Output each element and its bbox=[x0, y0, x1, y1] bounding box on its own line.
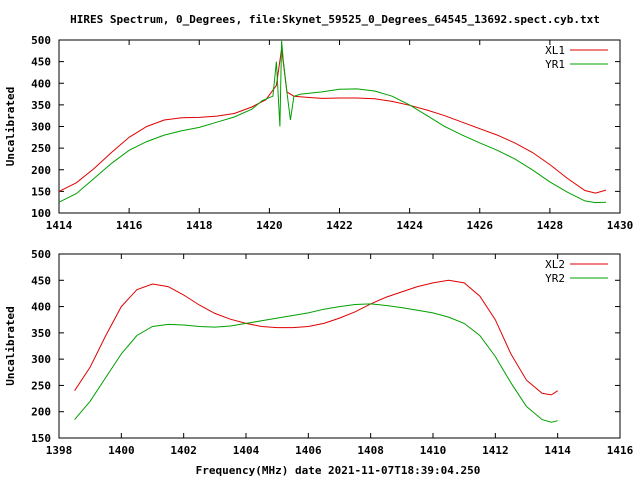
y-tick-label: 300 bbox=[31, 353, 51, 366]
x-tick-label: 1408 bbox=[357, 444, 384, 457]
series-line-xl1 bbox=[58, 48, 607, 194]
x-tick-label: 1424 bbox=[396, 219, 423, 232]
x-tick-label: 1426 bbox=[467, 219, 494, 232]
x-tick-label: 1410 bbox=[420, 444, 447, 457]
y-tick-label: 500 bbox=[31, 248, 51, 261]
y-tick-label: 150 bbox=[31, 432, 51, 445]
y-tick-label: 350 bbox=[31, 327, 51, 340]
lower-spectrum-plot: 1398 1400 1402 1404 1406 1408 1410 1412 1414 1416… bbox=[4, 248, 634, 457]
y-tick-label: 250 bbox=[31, 142, 51, 155]
legend-label: XL2 bbox=[545, 258, 565, 271]
x-tick-label: 1430 bbox=[607, 219, 634, 232]
legend-label: YR2 bbox=[545, 272, 565, 285]
y-tick-label: 100 bbox=[31, 207, 51, 220]
y-tick-label: 500 bbox=[31, 34, 51, 47]
x-tick-label: 1402 bbox=[170, 444, 197, 457]
x-tick-label: 1404 bbox=[233, 444, 260, 457]
y-tick-label: 200 bbox=[31, 406, 51, 419]
legend-label: XL1 bbox=[545, 44, 565, 57]
y-axis-label: Uncalibrated bbox=[4, 87, 17, 166]
y-tick-label: 450 bbox=[31, 274, 51, 287]
x-tick-label: 1412 bbox=[482, 444, 509, 457]
upper-spectrum-plot: 1414 1416 1418 1420 1422 1424 1426 1428 1430 100 1… bbox=[4, 34, 633, 232]
x-tick-label: 1400 bbox=[108, 444, 135, 457]
x-axis-label: Frequency(MHz) date 2021-11-07T18:39:04.… bbox=[196, 464, 481, 477]
y-tick-label: 400 bbox=[31, 77, 51, 90]
x-tick-label: 1418 bbox=[186, 219, 213, 232]
x-tick-label: 1416 bbox=[116, 219, 143, 232]
plot-frame bbox=[58, 39, 621, 214]
legend-label: YR1 bbox=[545, 58, 565, 71]
x-tick-label: 1398 bbox=[46, 444, 73, 457]
x-tick-label: 1406 bbox=[295, 444, 322, 457]
series-line-xl2 bbox=[74, 279, 558, 396]
y-tick-label: 150 bbox=[31, 185, 51, 198]
y-tick-label: 400 bbox=[31, 301, 51, 314]
x-tick-label: 1414 bbox=[46, 219, 73, 232]
x-tick-label: 1422 bbox=[326, 219, 353, 232]
x-tick-label: 1416 bbox=[607, 444, 634, 457]
y-tick-label: 300 bbox=[31, 121, 51, 134]
series-line-yr2 bbox=[74, 303, 558, 423]
x-tick-label: 1420 bbox=[256, 219, 283, 232]
y-tick-label: 200 bbox=[31, 164, 51, 177]
x-tick-label: 1414 bbox=[544, 444, 571, 457]
y-axis-label: Uncalibrated bbox=[4, 306, 17, 385]
chart-title: HIRES Spectrum, 0_Degrees, file:Skynet_5… bbox=[70, 13, 600, 26]
y-tick-label: 450 bbox=[31, 56, 51, 69]
y-tick-label: 350 bbox=[31, 99, 51, 112]
y-tick-label: 250 bbox=[31, 379, 51, 392]
plot-frame bbox=[58, 253, 621, 439]
x-tick-label: 1428 bbox=[537, 219, 564, 232]
series-line-yr1 bbox=[58, 40, 607, 204]
